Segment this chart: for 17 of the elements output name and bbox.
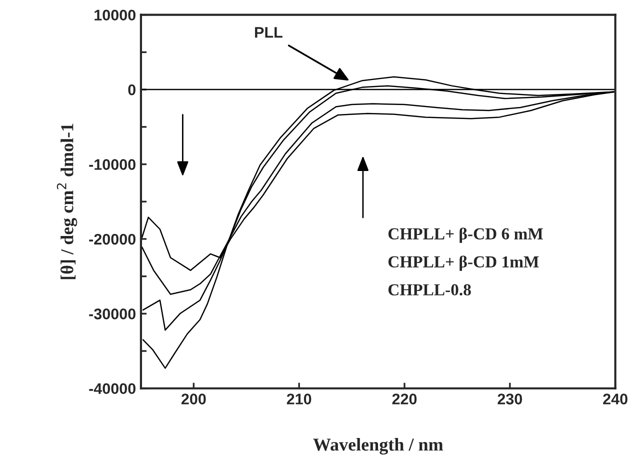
x-tick-label: 230 — [498, 394, 522, 404]
x-axis-title: Wavelength / nm — [313, 438, 444, 455]
y-tick-label: 0 — [128, 84, 136, 96]
x-tick-label: 210 — [286, 394, 312, 404]
annotation: PLL — [255, 27, 282, 38]
y-axis-title: [θ] / deg cm$^{2}$ dmol-1 — [56, 124, 78, 280]
y-tick-label: -20000 — [89, 234, 136, 245]
annotation: CHPLL+ β-CD 1mM — [388, 256, 539, 271]
y-tick-label: -10000 — [89, 159, 136, 170]
x-tick-label: 240 — [603, 394, 628, 404]
x-tick-label: 220 — [392, 394, 417, 404]
annotation: CHPLL-0.8 — [388, 284, 471, 296]
y-tick-label: -40000 — [89, 383, 136, 394]
x-tick-label: 200 — [181, 394, 206, 404]
annotation: CHPLL+ β-CD 6 mM — [388, 228, 543, 243]
y-tick-label: 10000 — [94, 10, 136, 21]
y-tick-label: -30000 — [89, 308, 136, 320]
